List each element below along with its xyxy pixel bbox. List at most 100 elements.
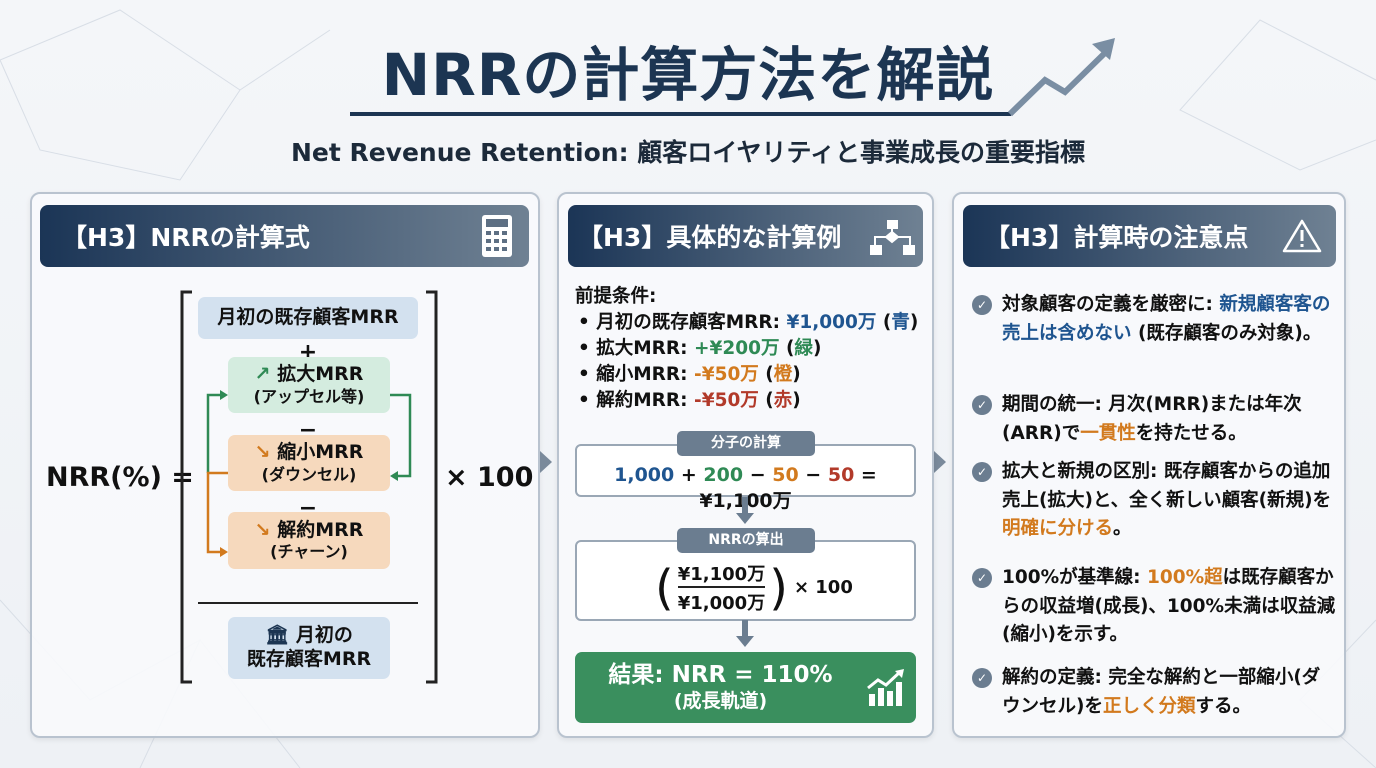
churn-mrr-label: ↘ 解約MRR — [255, 519, 364, 543]
caution-highlight: 一貫性 — [1080, 422, 1136, 444]
result-box: 結果: NRR = 110% (成長軌道) — [575, 652, 916, 723]
up-arrow-icon: ↗ — [254, 363, 271, 386]
denominator-line2: 既存顧客MRR — [246, 648, 372, 670]
caution-highlight: 明確に分ける — [1002, 518, 1114, 539]
caution-highlight: 新規顧客客の売上は含めない — [1002, 294, 1331, 344]
denominator-box: 🏛 月初の 既存顧客MRR — [228, 617, 390, 679]
down-arrow-icon — [736, 497, 754, 524]
premise-item-value: -¥50万 — [694, 390, 759, 411]
premise-item-note: 緑 — [794, 338, 813, 359]
denominator-line1: 🏛 月初の — [265, 624, 353, 648]
numerator-tag: 分子の計算 — [677, 431, 815, 456]
eq-op: − — [798, 464, 828, 486]
nrr-fraction: ( ¥1,100万 ¥1,000万 ) × 100 — [655, 560, 853, 615]
premise-item-label: 解約MRR: — [596, 390, 695, 411]
growth-chart-icon — [867, 669, 904, 706]
caution-text: 解約の定義: 完全な解約と一部縮小(ダウンセル)を正しく分類する。 — [1002, 664, 1338, 721]
churn-mrr-box: ↘ 解約MRR (チャーン) — [228, 512, 390, 569]
page-subtitle: Net Revenue Retention: 顧客ロイヤリティと事業成長の重要指… — [290, 138, 1086, 167]
eq-contraction: 50 — [772, 464, 799, 486]
premise-item-value: -¥50万 — [694, 364, 759, 385]
caution-item: ✓ 対象顧客の定義を厳密に: 新規顧客客の売上は含めない (既存顧客のみ対象)。 — [972, 291, 1338, 348]
expansion-mrr-box: ↗ 拡大MRR (アップセル等) — [228, 357, 390, 413]
caution-text-segment: 。 — [1113, 518, 1132, 539]
premise-item-note: 橙 — [773, 364, 793, 385]
check-badge-icon: ✓ — [972, 568, 992, 588]
churn-flow-arrow — [206, 471, 228, 554]
calculator-icon — [482, 215, 512, 257]
starting-mrr-label: 月初の既存顧客MRR — [217, 306, 399, 329]
check-badge-icon: ✓ — [972, 295, 992, 315]
fraction-bottom: ¥1,000万 — [677, 586, 766, 615]
example-panel-header: 【H3】具体的な計算例 — [568, 205, 923, 267]
flowchart-icon — [870, 220, 915, 255]
premise-item: • 解約MRR: -¥50万 (赤) — [578, 390, 801, 411]
caution-highlight: 100%超 — [1147, 567, 1223, 588]
premise-item-value: ¥1,000万 — [786, 312, 877, 333]
eq-churn: 50 — [827, 464, 855, 486]
formula-brackets-and-flow — [180, 290, 438, 684]
eq-expansion: 200 — [703, 464, 744, 486]
panel-connector-arrow — [934, 451, 946, 473]
left-paren: ( — [655, 559, 674, 616]
caution-text: 100%が基準線: 100%超は既存顧客からの収益増(成長)、100%未満は収益… — [1002, 564, 1338, 650]
result-note: (成長軌道) — [673, 690, 768, 712]
caution-text: 期間の統一: 月次(MRR)または年次(ARR)で一貫性を持たせる。 — [1002, 391, 1338, 448]
premise-item-label: 拡大MRR: — [596, 338, 695, 359]
caution-text-segment: 100%が基準線: — [1002, 567, 1147, 588]
warning-icon — [1282, 219, 1322, 253]
expansion-sub: (アップセル等) — [253, 386, 365, 406]
right-paren: ) — [769, 559, 788, 616]
caution-text: 対象顧客の定義を厳密に: 新規顧客客の売上は含めない (既存顧客のみ対象)。 — [1002, 291, 1338, 348]
left-bracket — [180, 290, 192, 684]
denominator-line1-text: 月初の — [295, 624, 353, 647]
premise-item: • 月初の既存顧客MRR: ¥1,000万 (青) — [578, 312, 919, 333]
caution-text-segment: 対象顧客の定義を厳密に: — [1002, 294, 1220, 315]
bank-icon: 🏛 — [265, 624, 290, 647]
fraction: ¥1,100万 ¥1,000万 — [677, 560, 766, 615]
check-badge-icon: ✓ — [972, 462, 992, 482]
caution-highlight: 正しく分類 — [1102, 695, 1196, 717]
caution-text: 拡大と新規の区別: 既存顧客からの追加売上(拡大)と、全く新しい顧客(新規)を明… — [1002, 458, 1338, 544]
times-100: × 100 — [445, 462, 534, 493]
eq-op: − — [743, 464, 773, 486]
down-arrow-icon — [736, 620, 754, 647]
premise-list: • 月初の既存顧客MRR: ¥1,000万 (青) • 拡大MRR: +¥200… — [578, 310, 918, 414]
expansion-mrr-label: ↗ 拡大MRR — [255, 363, 364, 387]
premise-item-note: 赤 — [773, 390, 793, 411]
right-bracket — [426, 290, 438, 684]
caution-item: ✓ 100%が基準線: 100%超は既存顧客からの収益増(成長)、100%未満は収… — [972, 564, 1338, 650]
nrr-calc-tag: NRRの算出 — [677, 528, 815, 553]
caution-text-segment: 拡大と新規の区別: 既存顧客からの追加売上(拡大)と、全く新しい顧客(新規)を — [1002, 461, 1332, 511]
premise-item-value: +¥200万 — [694, 338, 780, 359]
check-badge-icon: ✓ — [972, 668, 992, 688]
churn-label-text: 解約MRR — [277, 518, 364, 541]
cautions-panel — [952, 192, 1346, 738]
churn-sub: (チャーン) — [270, 542, 348, 562]
example-heading: 【H3】具体的な計算例 — [578, 223, 842, 252]
premise-item: • 拡大MRR: +¥200万 (緑) — [578, 338, 822, 359]
check-badge-icon: ✓ — [972, 395, 992, 415]
fraction-times: × 100 — [793, 577, 853, 598]
premise-item-label: 月初の既存顧客MRR: — [596, 312, 787, 333]
premise-item-note: 青 — [891, 312, 910, 333]
eq-start: 1,000 — [614, 464, 675, 486]
caution-text-segment: (既存顧客のみ対象)。 — [1131, 322, 1322, 344]
expansion-flow-arrow — [206, 393, 412, 478]
eq-op: + — [674, 464, 704, 486]
growth-arrow-underline-icon — [350, 38, 1115, 117]
contraction-mrr-box: ↘ 縮小MRR (ダウンセル) — [228, 435, 390, 491]
contraction-label-text: 縮小MRR — [277, 441, 364, 464]
caution-item: ✓ 拡大と新規の区別: 既存顧客からの追加売上(拡大)と、全く新しい顧客(新規)を… — [972, 458, 1338, 544]
cautions-panel-header: 【H3】計算時の注意点 — [963, 205, 1336, 267]
caution-text-segment: 期間の統一: 月次(MRR)または年次(ARR)で — [1002, 394, 1302, 444]
caution-text-segment: を持たせる。 — [1135, 422, 1247, 444]
caution-text-segment: 解約の定義: 完全な解約と一部縮小(ダウンセル)を — [1002, 667, 1321, 717]
premise-item: • 縮小MRR: -¥50万 (橙) — [578, 364, 801, 385]
result-value: 結果: NRR = 110% — [608, 662, 833, 689]
panel-connector-arrow — [540, 451, 552, 473]
caution-item: ✓ 解約の定義: 完全な解約と一部縮小(ダウンセル)を正しく分類する。 — [972, 664, 1338, 721]
page-title: NRRの計算方法を解説 — [381, 41, 995, 109]
premise-label: 前提条件: — [575, 286, 657, 307]
premise-item-label: 縮小MRR: — [596, 364, 695, 385]
